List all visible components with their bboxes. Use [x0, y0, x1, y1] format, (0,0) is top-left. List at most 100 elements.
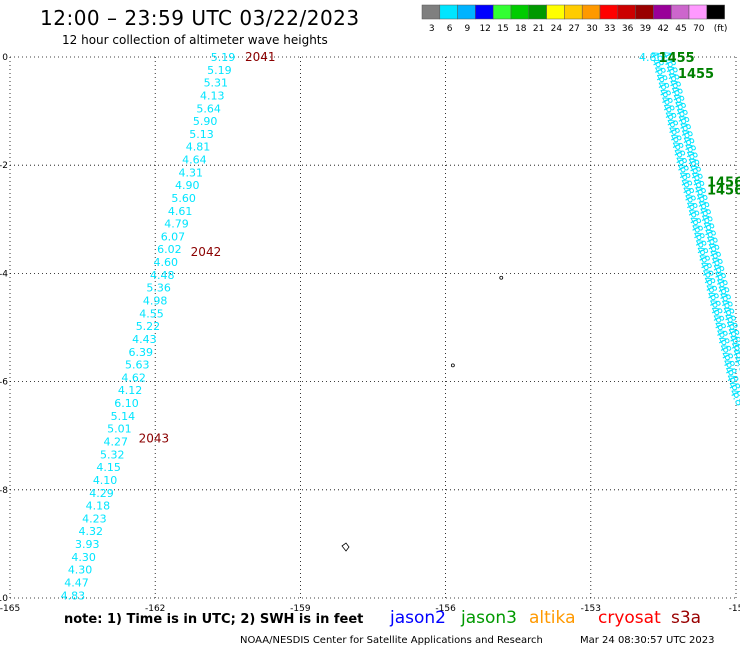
- swh-value: 5.90: [193, 115, 218, 128]
- legend-label: 6: [447, 24, 453, 34]
- swh-value: 5.64: [196, 102, 221, 115]
- swh-value: 5.60: [171, 192, 196, 205]
- swh-value: 4.47: [64, 576, 89, 589]
- y-tick-label: -2: [0, 161, 8, 171]
- swh-value: 4.30: [71, 551, 96, 564]
- swh-value: 5.13: [189, 128, 214, 141]
- swh-value: 5.22: [136, 320, 161, 333]
- swh-value: 4.18: [86, 500, 111, 513]
- time-label: 1456: [707, 184, 740, 199]
- swh-value: 4.31: [179, 166, 204, 179]
- legend-swatch: [706, 4, 725, 20]
- legend-label: 33: [604, 24, 615, 34]
- legend-label: (ft): [714, 24, 728, 34]
- swh-value-dense: 4.8: [731, 354, 740, 376]
- time-label: 1455: [678, 67, 714, 82]
- legend-label: 3: [429, 24, 435, 34]
- satellite-legend-item: altika: [529, 608, 576, 628]
- swh-value: 5.19: [207, 64, 232, 77]
- legend-label: 70: [693, 24, 705, 34]
- swh-value: 4.23: [82, 512, 107, 525]
- x-tick-label: -15: [729, 604, 740, 614]
- legend-swatch: [421, 4, 441, 20]
- legend-swatch: [653, 4, 672, 20]
- swh-value: 4.55: [139, 307, 164, 320]
- swh-value: 4.90: [175, 179, 200, 192]
- legend-label: 15: [497, 24, 508, 34]
- swh-value: 5.32: [100, 448, 125, 461]
- swh-value: 6.07: [161, 230, 186, 243]
- legend-label: 27: [568, 24, 579, 34]
- satellite-legend-item: jason3: [461, 608, 517, 628]
- legend-swatch: [670, 4, 690, 20]
- legend-swatch: [688, 4, 708, 20]
- time-label: 2043: [139, 431, 170, 445]
- legend-label: 42: [657, 24, 668, 34]
- swh-value: 5.14: [111, 410, 136, 423]
- swh-value: 6.02: [157, 243, 182, 256]
- legend-swatch: [475, 4, 494, 20]
- swh-value: 4.43: [132, 333, 157, 346]
- swh-value: 4.83: [61, 589, 86, 602]
- swh-value: 4.13: [200, 89, 225, 102]
- legend-swatch: [528, 4, 547, 20]
- swh-value: 5.36: [146, 282, 171, 295]
- swh-value: 4.27: [104, 435, 129, 448]
- swh-value: 4.61: [168, 205, 193, 218]
- swh-value: 3.93: [75, 538, 100, 551]
- grid: [9, 56, 737, 599]
- satellite-legend-item: cryosat: [598, 608, 661, 628]
- island-mark: [450, 363, 455, 368]
- y-tick-label: -8: [0, 486, 8, 496]
- island-outline: [341, 542, 350, 552]
- footer-credit: NOAA/NESDIS Center for Satellite Applica…: [240, 635, 543, 646]
- swh-value: 4.79: [164, 218, 189, 231]
- legend-label: 45: [675, 24, 686, 34]
- y-tick-label: -4: [0, 269, 8, 279]
- swh-value: 4.30: [68, 564, 93, 577]
- legend-swatch: [564, 4, 583, 20]
- legend-label: 30: [586, 24, 598, 34]
- swh-value: 4.60: [154, 256, 179, 269]
- legend-swatch: [439, 4, 458, 20]
- island-marks: [341, 275, 504, 552]
- swh-value: 6.39: [129, 346, 154, 359]
- x-tick-label: -162: [145, 604, 165, 614]
- footer-note: note: 1) Time is in UTC; 2) SWH is in fe…: [64, 612, 364, 627]
- island-mark: [499, 275, 504, 280]
- legend-swatch: [617, 4, 636, 20]
- swh-value: 5.31: [204, 77, 229, 90]
- y-tick-label: -10: [0, 594, 8, 604]
- swh-value: 4.10: [93, 474, 118, 487]
- legend-label: 9: [465, 24, 471, 34]
- swh-value: 6.10: [114, 397, 139, 410]
- legend-swatch: [510, 4, 530, 20]
- chart-subtitle: 12 hour collection of altimeter wave hei…: [62, 33, 328, 47]
- time-label: 2041: [245, 50, 276, 64]
- swh-value: 5.01: [107, 423, 132, 436]
- legend-swatch: [581, 4, 601, 20]
- swh-value: 4.86: [639, 51, 664, 64]
- legend-swatch: [492, 4, 512, 20]
- swh-value: 4.29: [89, 487, 114, 500]
- x-tick-label: -165: [0, 604, 20, 614]
- swh-value: 4.81: [186, 141, 211, 154]
- legend-color-bar: 3 6 9 12 15 18 21 24 27 30 33 36 39 42 45 70 (ft): [421, 4, 728, 34]
- x-tick-label: -159: [290, 604, 311, 614]
- legend-label: 18: [515, 24, 527, 34]
- legend-swatch: [599, 4, 619, 20]
- y-tick-label: 0: [2, 53, 8, 63]
- time-label: 1455: [659, 51, 695, 66]
- legend-swatch: [635, 4, 654, 20]
- swh-value: 5.63: [125, 359, 150, 372]
- legend-label: 12: [479, 24, 490, 34]
- footer-timestamp: Mar 24 08:30:57 UTC 2023: [580, 635, 715, 646]
- swh-value: 4.12: [118, 384, 143, 397]
- track-layer: 5.195.195.314.135.645.905.134.814.644.31…: [61, 49, 740, 603]
- swh-value-dense: 4.8: [729, 346, 740, 368]
- legend-swatch: [457, 4, 476, 20]
- chart-title: 12:00 – 23:59 UTC 03/22/2023: [40, 6, 360, 30]
- x-tick-label: -153: [581, 604, 601, 614]
- x-tick-label: -156: [435, 604, 456, 614]
- legend-swatch: [546, 4, 565, 20]
